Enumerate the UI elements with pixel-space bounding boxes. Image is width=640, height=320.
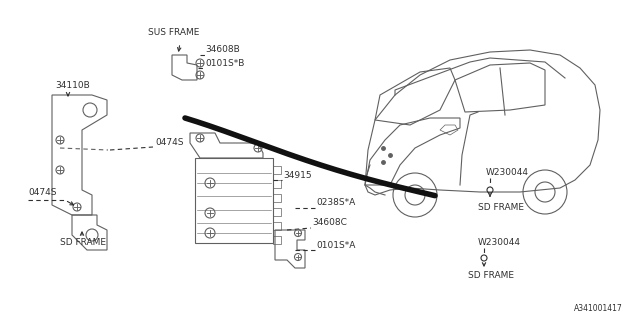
Bar [273, 236, 281, 244]
Text: A341001417: A341001417 [574, 304, 623, 313]
Text: 0101S*A: 0101S*A [316, 241, 355, 250]
Text: SD FRAME: SD FRAME [60, 238, 106, 247]
Text: 0474S: 0474S [155, 138, 184, 147]
Text: 0101S*B: 0101S*B [205, 59, 244, 68]
Text: 34608C: 34608C [312, 218, 347, 227]
Text: 0474S: 0474S [28, 188, 56, 197]
Bar [273, 166, 281, 174]
Bar [273, 222, 281, 230]
Text: SD FRAME: SD FRAME [468, 271, 514, 280]
Text: 34915: 34915 [283, 171, 312, 180]
Bar [195, 158, 273, 243]
Bar [273, 194, 281, 202]
Text: 34110B: 34110B [55, 81, 90, 90]
Bar [273, 180, 281, 188]
Text: SD FRAME: SD FRAME [478, 203, 524, 212]
Text: W230044: W230044 [486, 168, 529, 177]
Text: W230044: W230044 [478, 238, 521, 247]
Bar [273, 208, 281, 216]
Text: SUS FRAME: SUS FRAME [148, 28, 200, 37]
Text: 34608B: 34608B [205, 45, 240, 54]
Text: 0238S*A: 0238S*A [316, 198, 355, 207]
